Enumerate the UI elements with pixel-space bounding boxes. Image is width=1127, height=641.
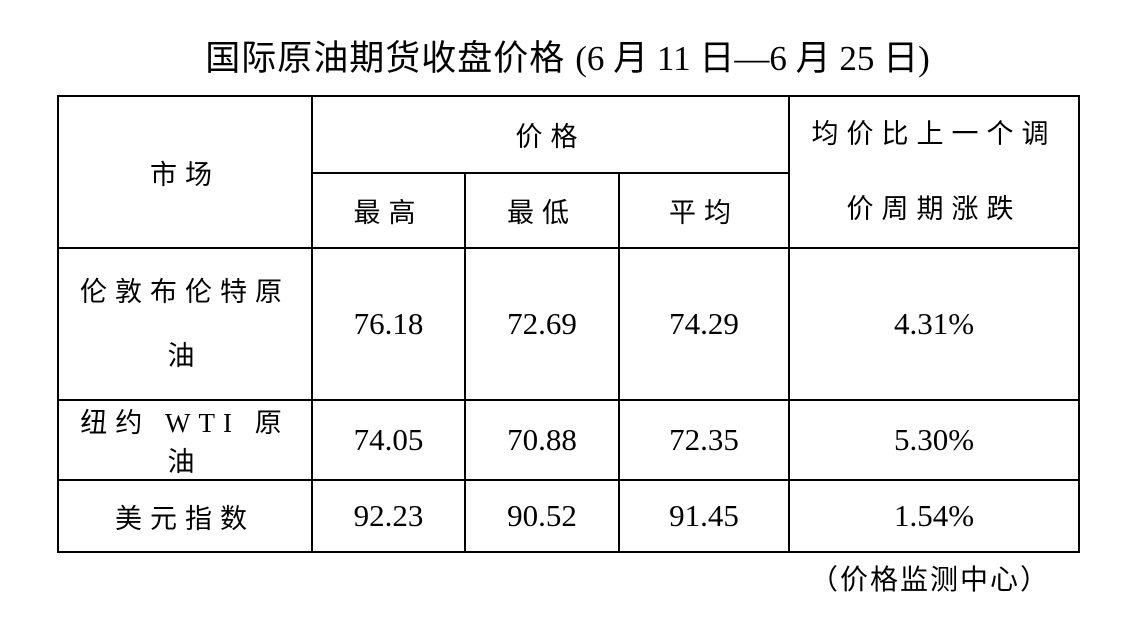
source-note: （价格监测中心）: [809, 565, 1050, 596]
market-cell: 伦敦布伦特原 油: [57, 247, 313, 401]
low-cell: 90.52: [464, 479, 620, 553]
header-row-top: 市场 价格 均价比上一个调 价周期涨跌: [57, 95, 1081, 249]
avg-cell: 72.35: [617, 399, 791, 481]
market-cell: 美元指数: [57, 479, 313, 553]
low-cell: 72.69: [464, 247, 620, 401]
high-cell: 92.23: [311, 479, 466, 553]
avg-cell: 91.45: [617, 479, 791, 553]
header-price-group: 价格: [310, 95, 791, 174]
low-cell: 70.88: [464, 399, 620, 481]
header-high: 最高: [311, 171, 466, 249]
change-cell: 1.54%: [788, 479, 1081, 553]
title-text: 国际原油期货收盘价格: [205, 39, 566, 78]
price-table: 市场 价格 均价比上一个调 价周期涨跌 最高 最低 平均 伦敦布伦特原 油 76…: [57, 95, 1081, 553]
market-cell: 纽约 WTI 原油: [57, 399, 313, 481]
change-cell: 4.31%: [788, 247, 1081, 401]
header-row-sub: 最高 最低 平均: [58, 171, 1079, 249]
title-date-range: (6 月 11 日—6 月 25 日): [575, 39, 930, 78]
header-change: 均价比上一个调 价周期涨跌: [788, 95, 1081, 249]
high-cell: 74.05: [311, 399, 466, 481]
high-cell: 76.18: [311, 247, 466, 401]
page-title: 国际原油期货收盘价格 (6 月 11 日—6 月 25 日): [57, 36, 1078, 82]
header-average: 平均: [617, 171, 791, 249]
header-low: 最低: [464, 171, 620, 249]
change-cell: 5.30%: [788, 399, 1081, 481]
table-row-wti: 纽约 WTI 原油 74.05 70.88 72.35 5.30%: [57, 399, 1081, 481]
table-row-brent: 伦敦布伦特原 油 76.18 72.69 74.29 4.31%: [57, 247, 1081, 401]
table-row-usd-index: 美元指数 92.23 90.52 91.45 1.54%: [57, 479, 1081, 553]
header-market: 市场: [57, 95, 313, 249]
avg-cell: 74.29: [617, 247, 791, 401]
